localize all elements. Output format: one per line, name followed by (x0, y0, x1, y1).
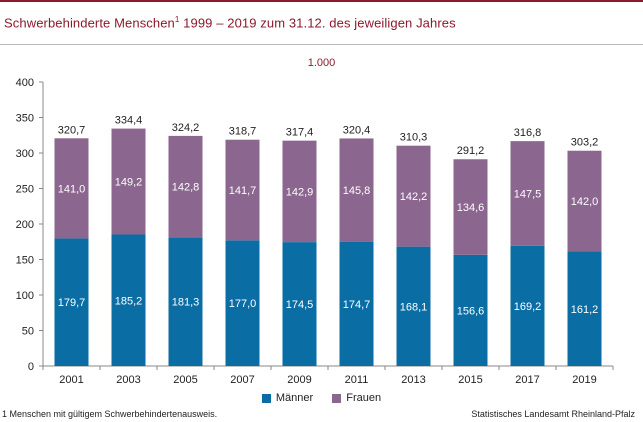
bar-maenner-2017 (510, 245, 545, 366)
bar-maenner-2005 (168, 237, 203, 366)
total-label-2001: 320,7 (58, 124, 86, 136)
x-tick-label-2003: 2003 (116, 374, 140, 386)
header-divider (0, 44, 643, 45)
title-text: Schwerbehinderte Menschen (4, 15, 175, 31)
total-label-2017: 316,8 (514, 127, 542, 139)
bar-frauen-2017 (510, 141, 545, 246)
y-tick-label: 350 (16, 113, 34, 125)
total-label-2019: 303,2 (571, 137, 599, 149)
bar-label-frauen-2011: 145,8 (343, 185, 371, 197)
bar-frauen-2001 (54, 138, 89, 239)
legend-swatch-frauen (332, 393, 342, 403)
top-accent-line (0, 0, 643, 2)
title-rest: 1999 – 2019 zum 31.12. des jeweiligen Ja… (179, 15, 456, 31)
bar-label-maenner-2015: 156,6 (457, 305, 485, 317)
bar-label-maenner-2011: 174,7 (343, 299, 371, 311)
total-label-2003: 334,4 (115, 115, 143, 127)
bar-frauen-2003 (111, 128, 146, 235)
total-label-2013: 310,3 (400, 132, 428, 144)
bar-frauen-2005 (168, 135, 203, 238)
x-tick-label-2005: 2005 (173, 374, 197, 386)
title-footnote-mark: 1 (174, 15, 180, 24)
bar-label-maenner-2001: 179,7 (58, 297, 86, 309)
y-tick-label: 0 (28, 361, 34, 373)
x-tick-label-2009: 2009 (287, 374, 311, 386)
total-label-2015: 291,2 (457, 145, 485, 157)
x-tick-label-2011: 2011 (345, 374, 369, 386)
y-tick-label: 300 (16, 148, 34, 160)
bar-label-maenner-2007: 177,0 (229, 298, 257, 310)
legend-swatch-maenner (261, 393, 271, 403)
y-tick-label: 250 (16, 184, 34, 196)
bar-label-frauen-2013: 142,2 (400, 191, 428, 203)
total-label-2007: 318,7 (229, 126, 257, 138)
chart-legend: Männer Frauen (0, 392, 643, 406)
bar-label-frauen-2003: 149,2 (115, 177, 143, 189)
bar-maenner-2009 (282, 242, 317, 366)
bar-frauen-2013 (396, 145, 431, 247)
bar-label-frauen-2019: 142,0 (571, 196, 599, 208)
total-label-2009: 317,4 (286, 127, 314, 139)
unit-label: 1.000 (307, 57, 336, 69)
bar-label-maenner-2005: 181,3 (172, 297, 200, 309)
bar-label-maenner-2017: 169,2 (514, 301, 542, 313)
bar-frauen-2019 (567, 150, 602, 252)
x-tick-label-2019: 2019 (572, 374, 596, 386)
x-tick-label-2015: 2015 (458, 374, 482, 386)
bar-frauen-2015 (453, 159, 488, 255)
bar-maenner-2019 (567, 251, 602, 366)
x-tick-label-2017: 2017 (515, 374, 539, 386)
legend-label-maenner: Männer (275, 392, 314, 404)
chart-title: Schwerbehinderte Menschen1 1999 – 2019 z… (4, 15, 456, 30)
legend-item-frauen: Frauen (332, 392, 381, 404)
bar-label-frauen-2005: 142,8 (172, 182, 200, 194)
bar-label-frauen-2001: 141,0 (58, 183, 86, 195)
bar-frauen-2009 (282, 140, 317, 243)
footnote: 1 Menschen mit gültigem Schwerbehinderte… (2, 409, 218, 419)
y-tick-label: 400 (16, 77, 34, 89)
bar-label-frauen-2017: 147,5 (514, 189, 542, 201)
bar-label-frauen-2009: 142,9 (286, 186, 314, 198)
y-tick-label: 200 (16, 219, 34, 231)
bar-label-maenner-2019: 161,2 (571, 304, 599, 316)
y-tick-label: 100 (16, 290, 34, 302)
bar-label-maenner-2013: 168,1 (400, 301, 428, 313)
bar-label-frauen-2007: 141,7 (229, 185, 257, 197)
bar-maenner-2011 (339, 241, 374, 366)
bar-maenner-2007 (225, 240, 260, 366)
total-label-2005: 324,2 (172, 122, 200, 134)
x-tick-label-2007: 2007 (230, 374, 254, 386)
bar-maenner-2001 (54, 238, 89, 366)
bar-maenner-2015 (453, 254, 488, 366)
x-tick-label-2001: 2001 (59, 374, 83, 386)
legend-label-frauen: Frauen (346, 392, 382, 404)
source-note: Statistisches Landesamt Rheinland-Pfalz (471, 409, 635, 419)
bar-maenner-2003 (111, 234, 146, 366)
bar-frauen-2011 (339, 138, 374, 242)
bar-label-frauen-2015: 134,6 (457, 202, 485, 214)
legend-item-maenner: Männer (261, 392, 314, 404)
y-tick-label: 150 (16, 255, 34, 267)
y-tick-label: 50 (22, 326, 34, 338)
x-tick-label-2013: 2013 (401, 374, 425, 386)
bar-frauen-2007 (225, 139, 260, 241)
bar-label-maenner-2009: 174,5 (286, 299, 314, 311)
total-label-2011: 320,4 (343, 125, 371, 137)
bar-label-maenner-2003: 185,2 (115, 295, 143, 307)
bar-maenner-2013 (396, 246, 431, 366)
